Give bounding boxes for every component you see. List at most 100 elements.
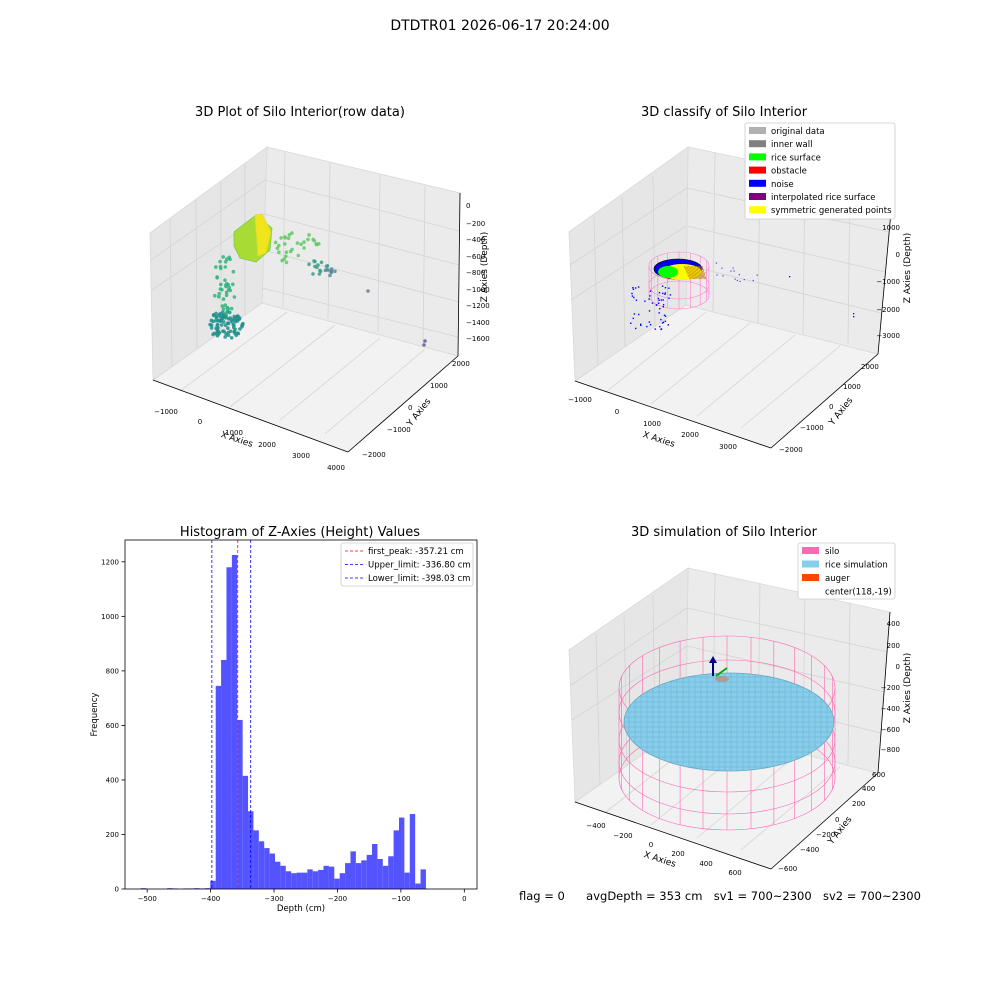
y-tick-label: −1000: [800, 424, 824, 432]
rice-surface-mesh: [624, 673, 834, 771]
raw-point: [241, 321, 245, 326]
x-tick-label: −200: [328, 895, 347, 903]
x-tick-label: 4000: [327, 464, 345, 472]
grid-line: [377, 174, 381, 333]
histogram-bar: [361, 860, 367, 889]
grid-line: [179, 311, 288, 392]
y-tick-label: −200: [816, 831, 835, 839]
legend-swatch: [749, 153, 766, 161]
histogram-bar: [204, 888, 211, 889]
raw-point: [224, 290, 229, 295]
grid-line: [712, 152, 716, 313]
grid-line: [650, 322, 751, 405]
raw-point: [215, 323, 220, 328]
histogram-bar: [377, 859, 383, 889]
interp-hatch: [694, 265, 700, 280]
histogram-bar: [339, 873, 346, 889]
raw-point: [213, 293, 217, 298]
legend-label: symmetric generated points: [771, 206, 892, 216]
grid-line: [696, 755, 796, 839]
z-tick-label: −1200: [466, 302, 490, 310]
raw-point: [314, 242, 319, 246]
raw-point: [283, 242, 287, 246]
raw-point: [214, 315, 219, 320]
noise-point: [637, 286, 640, 288]
noise-point: [734, 278, 736, 280]
noise-point: [648, 321, 651, 323]
raw-point: [214, 318, 218, 323]
raw-point: [215, 327, 219, 332]
z-tick-label: −1600: [466, 335, 490, 343]
grid-line: [422, 185, 426, 345]
noise-point: [853, 316, 855, 318]
x-tick-label: 0: [462, 895, 466, 903]
legend-swatch: [749, 206, 766, 214]
legend-swatch: [802, 560, 819, 568]
raw-point: [323, 268, 328, 273]
noise-point: [644, 300, 646, 302]
raw-point: [219, 323, 224, 327]
legend: original data inner wall rice surface obsta…: [744, 122, 896, 220]
noise-point: [659, 325, 661, 328]
legend-label: auger: [825, 574, 850, 584]
legend-label: Lower_limit: -398.03 cm: [368, 574, 470, 584]
z-tick-label: 0: [896, 251, 900, 259]
raw-point: [423, 339, 427, 343]
noise-point: [640, 324, 642, 327]
grid-line: [169, 218, 173, 367]
interp-hatch: [692, 265, 698, 280]
noise-point: [738, 274, 740, 276]
legend-label: rice surface: [771, 153, 821, 163]
raw-point: [227, 255, 231, 260]
raw-point: [316, 263, 320, 267]
y-tick-label: −600: [778, 865, 797, 873]
histogram-bar: [345, 863, 351, 889]
auger-base: [715, 676, 729, 682]
noise-point: [660, 318, 662, 321]
z-tick-label: −600: [466, 253, 485, 261]
x-tick-label: 3000: [292, 452, 310, 460]
grid-line: [229, 324, 336, 408]
chart-title: 3D simulation of Silo Interior: [631, 525, 818, 540]
noise-point: [663, 314, 666, 316]
interp-hatch: [697, 265, 703, 280]
noise-point: [722, 275, 724, 277]
noise-point: [789, 276, 791, 278]
noise-point: [736, 279, 738, 282]
grid-line: [621, 196, 626, 348]
histogram-bar: [226, 567, 232, 889]
raw-point: [217, 330, 222, 335]
histogram-bar: [167, 888, 173, 889]
raw-point: [209, 323, 214, 328]
legend-label: Upper_limit: -336.80 cm: [368, 561, 471, 571]
noise-point: [655, 304, 658, 306]
raw-point: [233, 316, 237, 321]
noise-point: [638, 313, 640, 316]
noise-point: [715, 262, 717, 264]
histogram-bar: [420, 869, 426, 889]
noise-point: [664, 293, 666, 295]
noise-point: [756, 274, 758, 276]
legend-swatch: [749, 179, 766, 187]
grid-line: [740, 345, 841, 429]
z-tick-label: −2000: [876, 306, 900, 314]
interp-hatch: [693, 265, 699, 280]
x-tick-label: −1000: [568, 396, 592, 404]
z-tick-label: −800: [881, 746, 900, 754]
legend: first_peak: -357.21 cm Upper_limit: -336.…: [340, 542, 474, 587]
noise-point: [730, 270, 732, 272]
raw-point: [282, 257, 287, 262]
x-axis-label: X Axies: [641, 430, 676, 450]
raw-point: [317, 272, 322, 276]
raw-point: [217, 294, 221, 299]
figure-suptitle: DTDTR01 2026-06-17 20:24:00: [390, 18, 610, 34]
raw-point: [422, 343, 426, 347]
raw-point: [329, 269, 333, 274]
histogram-bar: [291, 873, 297, 889]
noise-point: [853, 313, 855, 315]
grid-line: [740, 766, 841, 851]
noise-point: [649, 295, 651, 297]
grid-line: [847, 601, 851, 765]
noise-point: [667, 324, 669, 326]
